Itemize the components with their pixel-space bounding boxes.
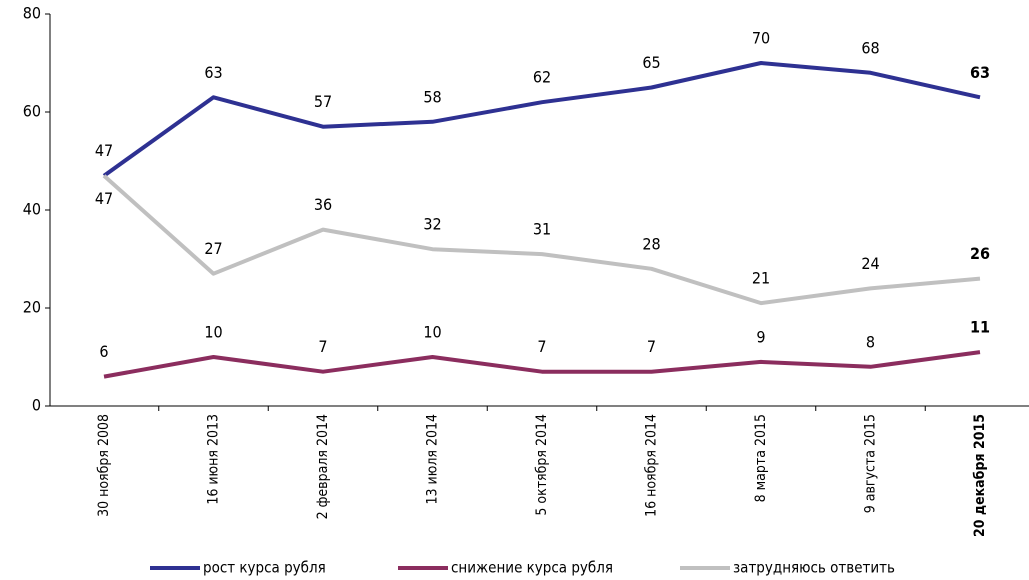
x-tick-label: 9 августа 2015 [863,414,879,513]
series-line [103,350,981,379]
data-label: 70 [752,29,770,48]
y-tick-label: 80 [23,4,41,23]
data-label: 7 [318,337,327,356]
legend-label: рост курса рубля [203,559,326,577]
data-label: 36 [314,195,332,214]
y-tick-label: 0 [32,396,41,415]
data-label: 57 [314,92,332,111]
data-label: 63 [970,63,990,82]
x-tick-label: 5 октября 2014 [534,414,550,516]
data-label: 10 [204,323,222,342]
x-tick-label: 16 ноября 2014 [644,414,660,517]
data-label: 24 [861,254,879,273]
data-label: 32 [423,215,441,234]
data-label: 62 [533,68,551,87]
data-label: 47 [95,141,113,160]
data-label: 31 [533,220,551,239]
data-label: 63 [204,63,222,82]
data-label: 47 [95,189,113,208]
x-tick-label: 30 ноября 2008 [96,414,112,517]
y-tick-label: 60 [23,102,41,121]
x-tick-label: 20 декабря 2015 [972,414,988,537]
data-label: 68 [861,38,879,57]
series-line [102,61,981,178]
data-label: 10 [423,323,441,342]
data-label: 26 [970,244,990,263]
data-label: 28 [642,234,660,253]
data-label: 9 [756,327,765,346]
data-label: 8 [866,332,875,351]
data-label: 11 [970,318,990,337]
x-tick-label: 2 февраля 2014 [315,414,331,519]
legend-label: затрудняюсь ответить [733,559,895,577]
x-tick-label: 8 марта 2015 [753,414,769,502]
y-tick-label: 20 [23,298,41,317]
x-tick-label: 13 июля 2014 [425,414,441,504]
series-line [102,174,981,306]
data-label: 7 [537,337,546,356]
data-label: 58 [423,87,441,106]
data-label: 27 [204,239,222,258]
data-label: 21 [752,269,770,288]
legend-label: снижение курса рубля [451,559,613,577]
x-tick-label: 16 июня 2013 [206,414,222,505]
data-label: 65 [642,53,660,72]
y-tick-label: 40 [23,200,41,219]
data-label: 6 [99,342,108,361]
data-label: 7 [647,337,656,356]
